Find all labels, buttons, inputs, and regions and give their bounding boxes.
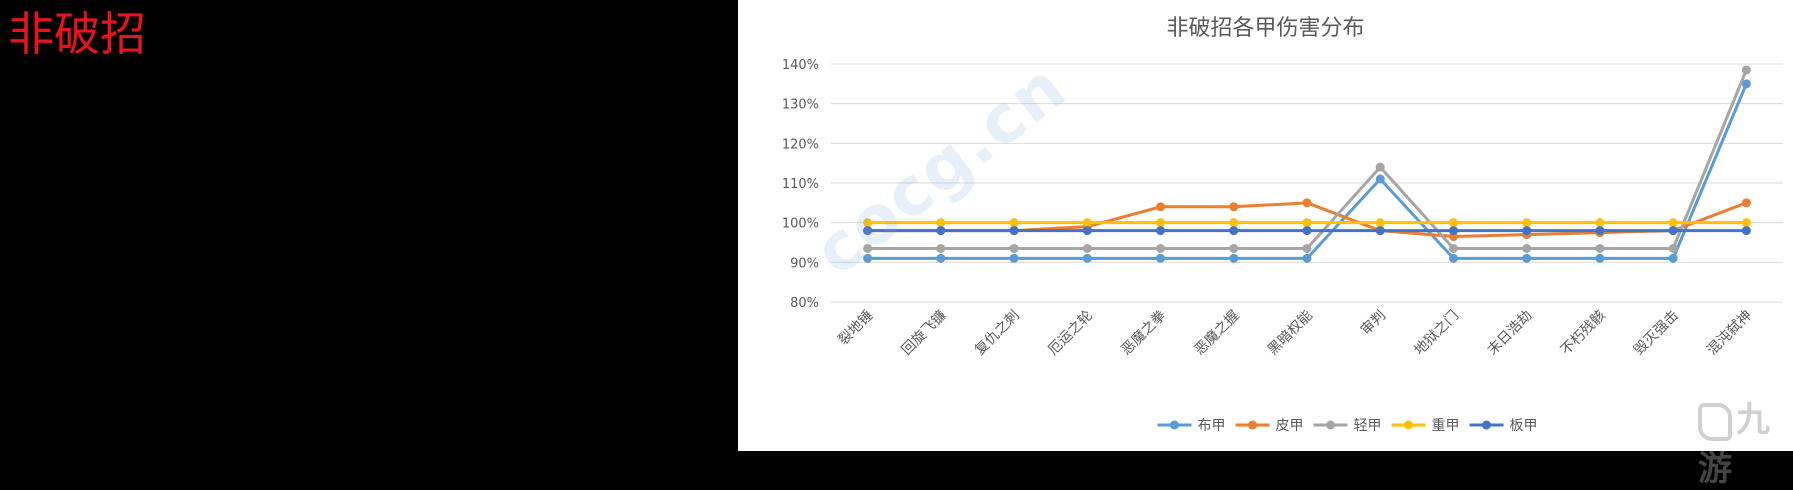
data-point: [1156, 253, 1166, 263]
legend-marker: [1404, 420, 1413, 430]
data-point: [1375, 174, 1385, 184]
data-point: [1448, 253, 1458, 263]
legend-label: 重甲: [1432, 418, 1460, 434]
line-chart: 80% 90% 100% 110% 120% 130% 140% 裂地锤 回旋飞镰 复仇之刺 厄运之…: [782, 58, 1783, 434]
data-point: [1522, 243, 1532, 253]
data-point: [863, 243, 873, 253]
x-tick-label: 不朽残骸: [1558, 308, 1609, 359]
data-point: [863, 226, 873, 236]
corner-logo: 九游: [1698, 392, 1793, 490]
data-point: [1448, 218, 1458, 228]
data-point: [1082, 253, 1092, 263]
y-tick-label: 120%: [782, 137, 819, 152]
y-tick-label: 110%: [782, 177, 819, 192]
data-point: [936, 253, 946, 263]
legend-label: 皮甲: [1276, 418, 1304, 434]
x-tick-label: 审判: [1358, 308, 1389, 339]
data-point: [1229, 202, 1239, 212]
data-point: [1302, 198, 1312, 208]
data-point: [1156, 243, 1166, 253]
data-point: [1741, 198, 1751, 208]
data-point: [1448, 226, 1458, 236]
data-point: [936, 218, 946, 228]
data-point: [1082, 243, 1092, 253]
data-point: [1595, 218, 1605, 228]
chart-title: 非破招各甲伤害分布: [1166, 16, 1365, 41]
x-tick-label: 复仇之刺: [971, 307, 1023, 359]
x-tick-label: 地狱之门: [1411, 308, 1462, 359]
data-point: [1668, 218, 1678, 228]
data-point: [1595, 243, 1605, 253]
data-point: [863, 253, 873, 263]
data-point: [1375, 226, 1385, 236]
data-point: [1448, 243, 1458, 253]
y-tick-label: 100%: [782, 217, 819, 232]
data-point: [1009, 218, 1019, 228]
x-tick-label: 毁灭强击: [1631, 308, 1682, 359]
legend-label: 轻甲: [1354, 418, 1382, 434]
data-point: [1741, 65, 1751, 75]
x-tick-label: 恶魔之拳: [1118, 308, 1169, 359]
legend-label: 板甲: [1510, 418, 1538, 434]
data-point: [1375, 162, 1385, 172]
data-point: [1229, 243, 1239, 253]
x-tick-label: 末日浩劫: [1485, 308, 1536, 359]
data-point: [936, 226, 946, 236]
x-tick-label: 恶魔之握: [1192, 308, 1243, 359]
data-point: [1522, 253, 1532, 263]
legend-marker: [1326, 420, 1335, 430]
data-point: [1082, 218, 1092, 228]
data-point: [1668, 243, 1678, 253]
data-point: [1302, 218, 1312, 228]
legend-label: 布甲: [1198, 418, 1226, 434]
data-point: [1009, 253, 1019, 263]
data-point: [1741, 226, 1751, 236]
data-point: [1375, 218, 1385, 228]
data-point: [1156, 218, 1166, 228]
data-point: [1668, 226, 1678, 236]
legend-marker: [1170, 420, 1179, 430]
legend-marker: [1248, 420, 1257, 430]
data-point: [1741, 79, 1751, 89]
data-point: [1522, 218, 1532, 228]
data-point: [1156, 202, 1166, 212]
x-tick-label: 黑暗权能: [1265, 308, 1316, 359]
data-point: [1302, 243, 1312, 253]
page-heading: 非破招: [8, 7, 146, 61]
data-point: [1009, 226, 1019, 236]
x-tick-label: 回旋飞镰: [898, 307, 950, 359]
data-point: [1302, 253, 1312, 263]
data-point: [1302, 226, 1312, 236]
data-point: [1668, 253, 1678, 263]
y-tick-label: 90%: [790, 256, 819, 271]
x-tick-label: 混沌弑神: [1704, 308, 1755, 359]
data-point: [1082, 226, 1092, 236]
chart-panel: 非破招各甲伤害分布 80% 90% 100% 110% 120% 130% 140% 裂地锤回…: [738, 0, 1793, 451]
data-point: [1229, 226, 1239, 236]
data-point: [1741, 218, 1751, 228]
data-point: [1009, 243, 1019, 253]
x-tick-label: 厄运之轮: [1045, 308, 1096, 359]
data-point: [1595, 253, 1605, 263]
data-point: [1522, 226, 1532, 236]
data-point: [863, 218, 873, 228]
data-point: [1595, 226, 1605, 236]
data-point: [1156, 226, 1166, 236]
y-tick-label: 80%: [790, 296, 819, 311]
logo-icon: [1698, 402, 1732, 441]
y-tick-label: 140%: [782, 58, 819, 73]
y-tick-label: 130%: [782, 98, 819, 113]
data-point: [936, 243, 946, 253]
data-point: [1229, 218, 1239, 228]
x-tick-label: 裂地锤: [835, 308, 876, 349]
data-point: [1229, 253, 1239, 263]
legend-marker: [1482, 420, 1491, 430]
